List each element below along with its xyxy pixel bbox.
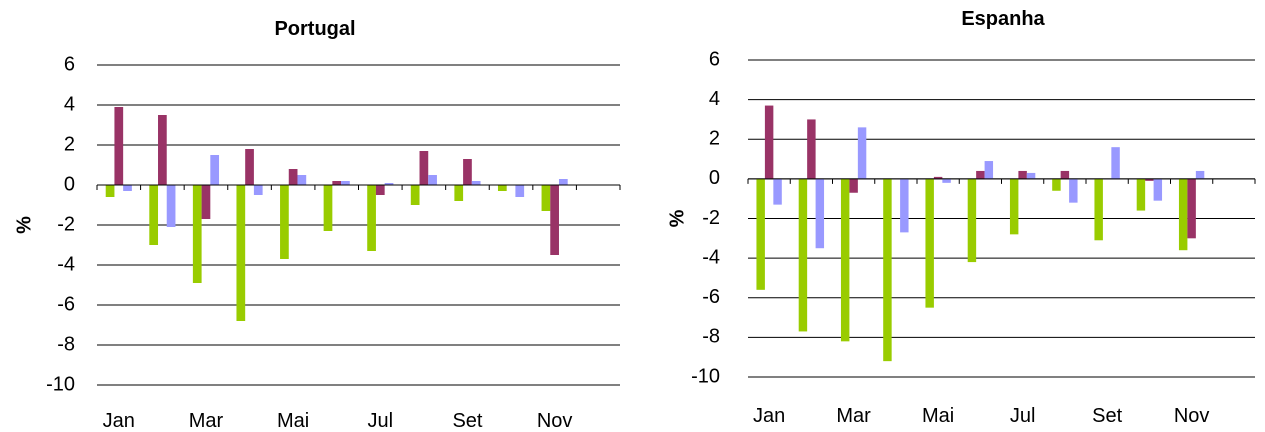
bar bbox=[1187, 178, 1196, 239]
bar bbox=[1069, 178, 1078, 203]
x-tick-label: Nov bbox=[1174, 405, 1210, 427]
y-tick-label: 6 bbox=[709, 48, 720, 70]
bar bbox=[515, 185, 525, 197]
chart-title: Portugal bbox=[274, 18, 355, 40]
bar bbox=[332, 181, 342, 185]
bar bbox=[857, 127, 867, 179]
x-tick-label: Mar bbox=[836, 405, 871, 427]
bar bbox=[210, 155, 220, 185]
bar bbox=[375, 185, 385, 195]
bar bbox=[297, 175, 307, 185]
y-axis-label: % bbox=[666, 209, 688, 227]
x-tick-label: Jul bbox=[1010, 405, 1036, 427]
bar bbox=[849, 178, 858, 193]
y-tick-label: -4 bbox=[57, 253, 75, 275]
bar bbox=[1178, 178, 1188, 251]
bar bbox=[883, 178, 892, 362]
y-tick-label: -2 bbox=[702, 207, 720, 229]
bar bbox=[323, 185, 333, 231]
x-tick-label: Mar bbox=[189, 410, 224, 432]
y-axis-label: % bbox=[13, 216, 35, 234]
bar bbox=[166, 185, 176, 227]
bar bbox=[773, 178, 782, 205]
y-tick-label: 4 bbox=[709, 88, 720, 110]
x-tick-label: Jul bbox=[368, 410, 394, 432]
y-tick-label: 2 bbox=[709, 128, 720, 150]
x-tick-label: Set bbox=[452, 410, 482, 432]
y-tick-label: 2 bbox=[64, 133, 75, 155]
y-tick-label: 6 bbox=[64, 53, 75, 75]
bar bbox=[410, 185, 420, 205]
bar bbox=[149, 185, 159, 245]
chart-espanha: Espanha% 6 4 2 0 -2 -4 -6 -8 -10 Jan Mar Mai Jul Set No… bbox=[666, 8, 1256, 427]
bar bbox=[245, 149, 254, 185]
bar bbox=[756, 178, 765, 290]
bar bbox=[114, 107, 124, 185]
bar bbox=[1060, 170, 1070, 179]
y-tick-label: -8 bbox=[57, 333, 75, 355]
chart-title: Espanha bbox=[961, 8, 1045, 30]
bar bbox=[1153, 178, 1163, 201]
y-tick-label: 4 bbox=[64, 93, 75, 115]
bar bbox=[967, 178, 977, 263]
bar bbox=[1009, 178, 1019, 235]
bar bbox=[123, 185, 132, 191]
y-tick-label: 0 bbox=[709, 167, 720, 189]
bar bbox=[384, 183, 394, 185]
bar bbox=[428, 175, 437, 185]
y-tick-label: -2 bbox=[57, 213, 75, 235]
bar bbox=[497, 185, 507, 191]
bar bbox=[900, 178, 909, 233]
bar bbox=[105, 185, 115, 197]
bar bbox=[367, 185, 376, 251]
bar bbox=[942, 178, 951, 183]
bar bbox=[419, 151, 429, 185]
bar bbox=[541, 185, 551, 211]
y-tick-label: -10 bbox=[691, 365, 720, 387]
bar bbox=[454, 185, 464, 201]
x-tick-label: Mai bbox=[277, 410, 309, 432]
chart-portugal: Portugal% 6 4 2 0 -2 -4 -6 -8 -10 Jan Mar Mai Jul Set N… bbox=[13, 18, 621, 432]
bar bbox=[1195, 170, 1205, 179]
bar bbox=[463, 159, 472, 185]
bar bbox=[236, 185, 246, 321]
bar bbox=[201, 185, 211, 219]
y-tick-label: -6 bbox=[57, 293, 75, 315]
bar bbox=[288, 169, 298, 185]
bar bbox=[1094, 178, 1103, 241]
bar bbox=[1018, 170, 1027, 179]
bar bbox=[1111, 147, 1120, 179]
bar bbox=[840, 178, 850, 342]
x-tick-label: Nov bbox=[537, 410, 573, 432]
bar bbox=[976, 170, 985, 179]
y-tick-label: -4 bbox=[702, 246, 720, 268]
bar bbox=[764, 105, 774, 179]
bar bbox=[550, 185, 559, 255]
bar bbox=[984, 161, 994, 179]
bar bbox=[253, 185, 263, 195]
x-tick-label: Mai bbox=[922, 405, 954, 427]
bar bbox=[1052, 178, 1061, 191]
bar bbox=[933, 176, 943, 179]
bar bbox=[558, 179, 568, 185]
y-tick-label: 0 bbox=[64, 173, 75, 195]
bar bbox=[1136, 178, 1146, 211]
bar bbox=[341, 181, 350, 185]
bar bbox=[807, 119, 816, 179]
bar bbox=[798, 178, 808, 332]
bar bbox=[1145, 178, 1154, 181]
y-tick-label: -10 bbox=[46, 373, 75, 395]
bar bbox=[158, 115, 167, 185]
bar bbox=[925, 178, 934, 308]
bar bbox=[192, 185, 202, 283]
y-tick-label: -6 bbox=[702, 286, 720, 308]
x-tick-label: Jan bbox=[103, 410, 135, 432]
x-tick-label: Jan bbox=[753, 405, 785, 427]
bar bbox=[280, 185, 289, 259]
x-tick-label: Set bbox=[1092, 405, 1122, 427]
bar bbox=[815, 178, 825, 249]
bar bbox=[1026, 172, 1036, 179]
y-tick-label: -8 bbox=[702, 326, 720, 348]
bar bbox=[471, 181, 481, 185]
